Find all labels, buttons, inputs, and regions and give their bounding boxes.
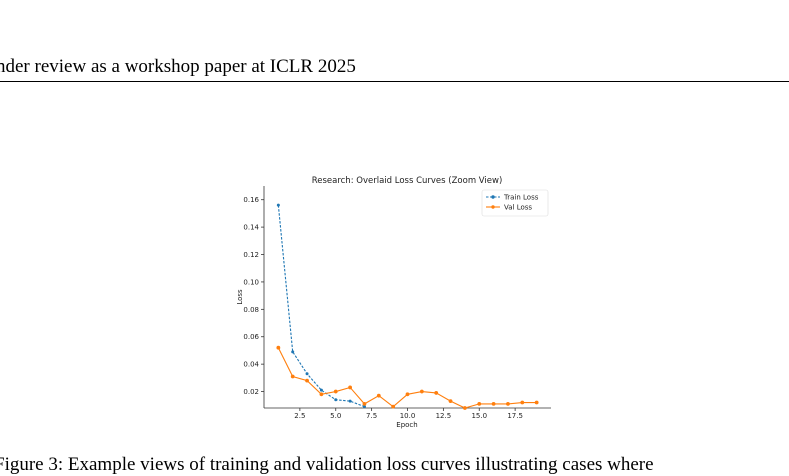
val-loss-point [477, 401, 482, 406]
y-tick-label: 0.16 [243, 196, 259, 204]
header-rule [0, 81, 789, 82]
val-loss-point [491, 401, 496, 406]
legend: Train Loss Val Loss [481, 189, 549, 217]
x-tick-label: 15.0 [471, 412, 487, 420]
legend-marker-val-loss [491, 205, 495, 209]
val-loss-point [391, 404, 396, 409]
y-tick-label: 0.10 [243, 278, 259, 286]
val-loss-point [376, 393, 381, 398]
val-loss-point [290, 374, 295, 379]
y-ticks: 0.02 0.04 0.06 0.08 0.10 0.12 0.14 0.16 [243, 196, 264, 396]
x-tick-label: 17.5 [507, 412, 523, 420]
val-loss-point [362, 401, 367, 406]
val-loss-point [434, 391, 439, 395]
running-header: nder review as a workshop paper at ICLR … [0, 56, 356, 77]
val-loss-line [277, 347, 537, 409]
val-loss-point [419, 389, 424, 394]
val-loss-point [506, 401, 510, 406]
train-loss-point [276, 203, 280, 207]
val-loss-point [463, 406, 467, 410]
x-tick-label: 10.0 [400, 412, 416, 420]
train-loss-point [291, 350, 295, 354]
chart-title: Research: Overlaid Loss Curves (Zoom Vie… [312, 176, 503, 186]
val-loss-point [448, 399, 453, 404]
y-tick-label: 0.08 [243, 306, 259, 314]
y-tick-label: 0.14 [243, 224, 259, 232]
val-loss-point [333, 389, 338, 394]
val-loss-point [534, 400, 539, 405]
val-loss-point [405, 392, 410, 397]
loss-curves-chart: Research: Overlaid Loss Curves (Zoom Vie… [236, 176, 551, 429]
legend-label-train-loss: Train Loss [503, 194, 539, 202]
legend-marker-train-loss [491, 195, 495, 199]
x-tick-label: 2.5 [294, 412, 305, 420]
train-loss-point [334, 398, 338, 402]
x-tick-label: 12.5 [436, 412, 452, 420]
train-loss-point [348, 399, 352, 403]
y-axis-label: Loss [236, 289, 244, 305]
x-tick-label: 5.0 [330, 412, 341, 420]
x-axis-label: Epoch [396, 421, 417, 429]
train-loss-point [305, 372, 309, 376]
figure-caption: Figure 3: Example views of training and … [0, 454, 654, 475]
y-tick-label: 0.04 [243, 361, 259, 369]
val-loss-point [520, 400, 525, 405]
y-tick-label: 0.12 [243, 251, 259, 259]
val-loss-point [348, 385, 352, 390]
x-tick-label: 7.5 [366, 412, 377, 420]
y-tick-label: 0.06 [243, 333, 259, 341]
val-loss-point [276, 345, 281, 350]
val-loss-point [319, 392, 324, 397]
train-loss-point [362, 405, 366, 409]
series-layer [276, 203, 539, 410]
train-loss-point [319, 388, 323, 392]
legend-label-val-loss: Val Loss [504, 204, 532, 212]
y-tick-label: 0.02 [243, 388, 259, 396]
x-ticks: 2.5 5.0 7.5 10.0 12.5 15.0 17.5 [294, 408, 523, 420]
val-loss-point [305, 378, 309, 383]
